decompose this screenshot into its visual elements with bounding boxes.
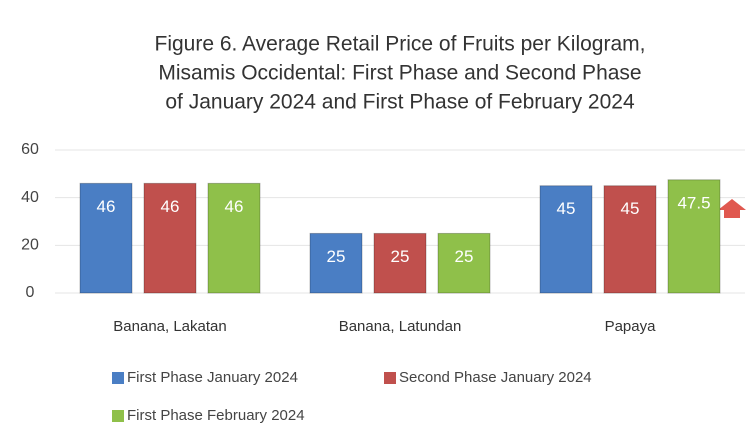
bar — [539, 185, 593, 294]
x-tick-label: Banana, Lakatan — [113, 318, 226, 335]
x-tick-label: Papaya — [605, 318, 657, 335]
value-label: 25 — [327, 247, 346, 266]
value-label: 25 — [455, 247, 474, 266]
legend-swatch — [112, 410, 124, 422]
bar — [143, 182, 197, 294]
bar — [207, 182, 261, 294]
legend-swatch — [112, 372, 124, 384]
bar — [667, 179, 721, 294]
y-tick-label: 60 — [21, 141, 39, 158]
y-tick-label: 20 — [21, 237, 39, 254]
legend-label: First Phase January 2024 — [127, 369, 298, 386]
x-tick-label: Banana, Latundan — [339, 318, 462, 335]
value-label: 45 — [621, 199, 640, 218]
legend-swatch — [384, 372, 396, 384]
legend-label: First Phase February 2024 — [127, 407, 305, 424]
y-tick-label: 40 — [21, 189, 39, 206]
chart-title: of January 2024 and First Phase of Febru… — [165, 91, 635, 114]
bar — [373, 232, 427, 294]
value-label: 46 — [97, 197, 116, 216]
bar — [79, 182, 133, 294]
chart-title: Figure 6. Average Retail Price of Fruits… — [155, 33, 646, 56]
value-label: 25 — [391, 247, 410, 266]
y-tick-label: 0 — [26, 284, 35, 301]
value-label: 46 — [161, 197, 180, 216]
value-label: 46 — [225, 197, 244, 216]
increase-arrow — [718, 199, 746, 218]
bar — [309, 232, 363, 294]
bar — [437, 232, 491, 294]
legend-label: Second Phase January 2024 — [399, 369, 592, 386]
bar — [603, 185, 657, 294]
value-label: 45 — [557, 199, 576, 218]
value-label: 47.5 — [677, 193, 710, 212]
chart-title: Misamis Occidental: First Phase and Seco… — [158, 62, 641, 85]
